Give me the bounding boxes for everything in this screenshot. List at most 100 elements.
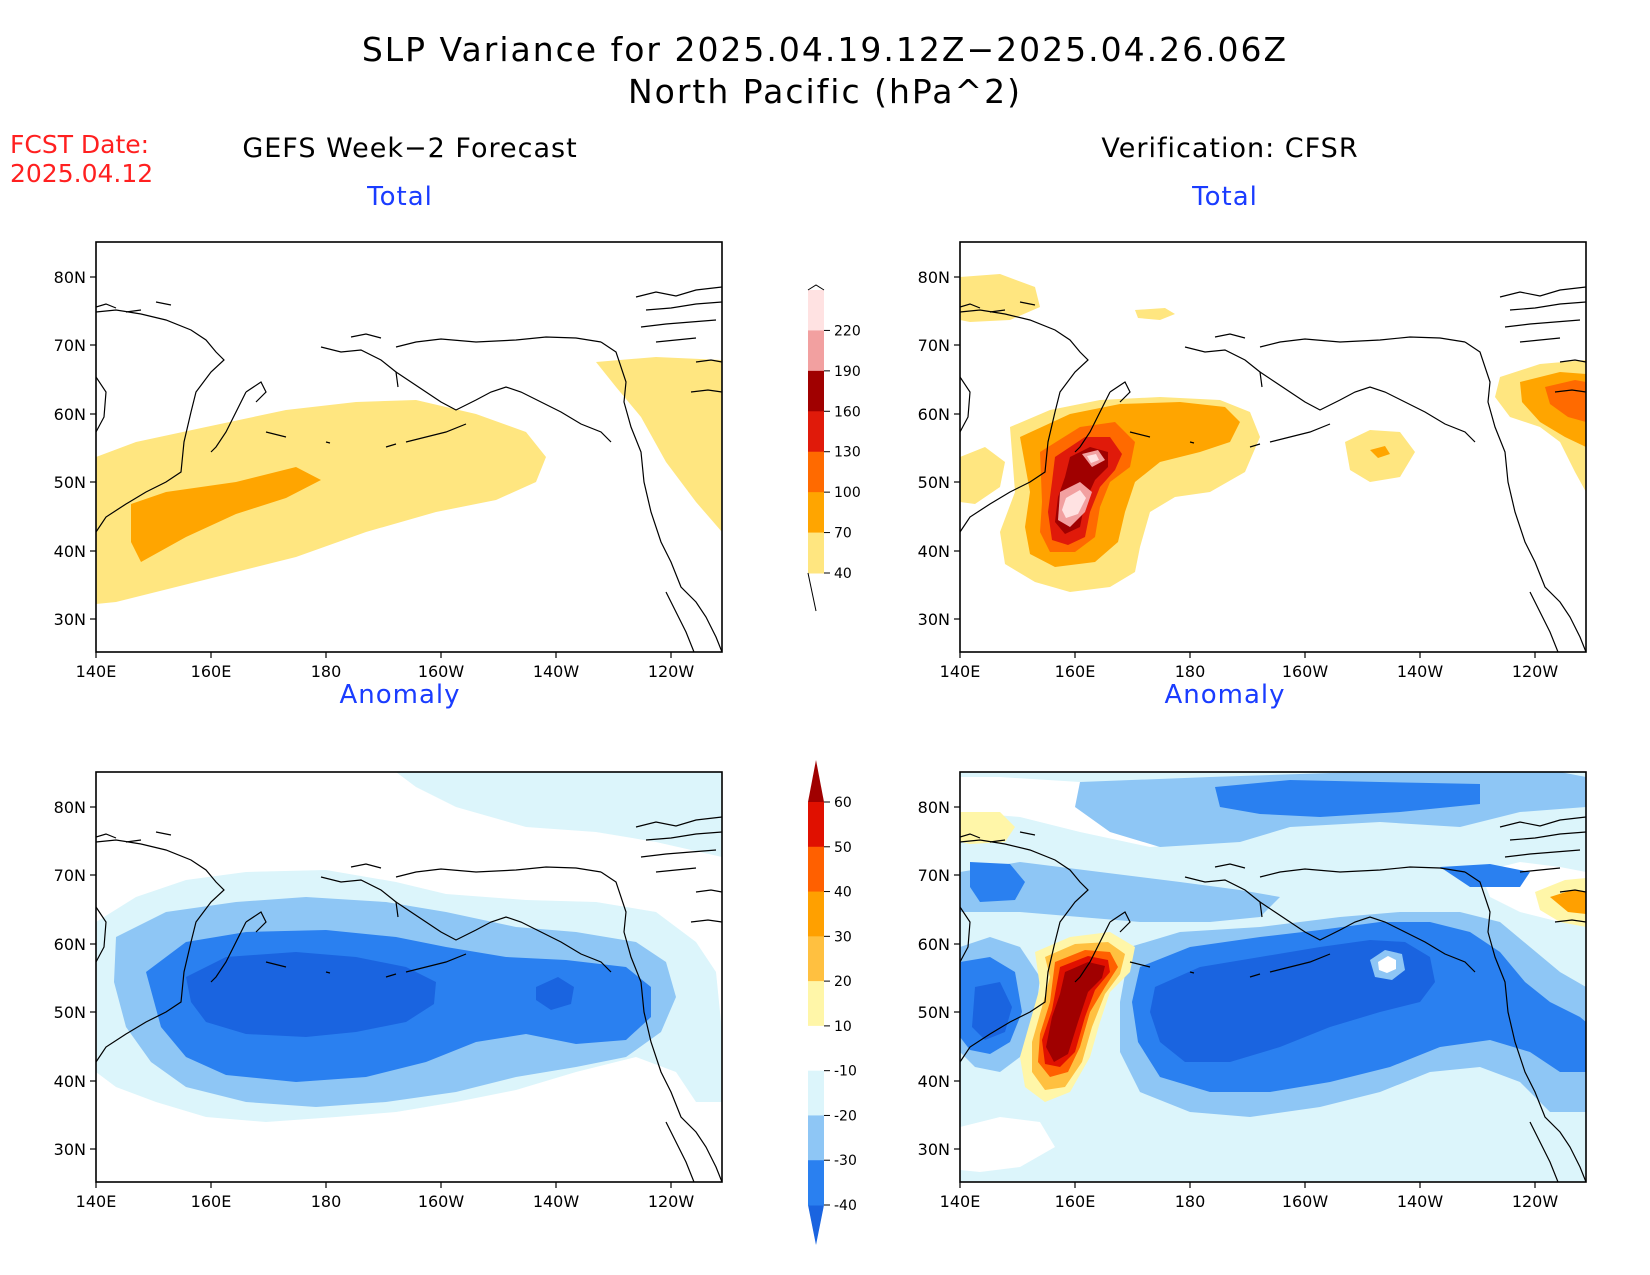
lon-label: 120W bbox=[1512, 1192, 1559, 1211]
lon-label: 180 bbox=[311, 662, 342, 681]
anomaly-colorbar-level-label: 10 bbox=[834, 1019, 852, 1035]
anomaly-colorbar-level-label: -20 bbox=[834, 1108, 857, 1124]
anomaly-colorbar-segment bbox=[808, 981, 824, 1027]
anomaly-colorbar-level-label: 20 bbox=[834, 974, 852, 990]
lon-label: 160E bbox=[191, 1192, 232, 1211]
lat-label: 80N bbox=[54, 798, 86, 817]
total-colorbar-level-label: 70 bbox=[834, 526, 852, 542]
total-colorbar-segment bbox=[808, 451, 824, 493]
lon-label: 160W bbox=[1282, 662, 1329, 681]
total-colorbar-bottom-arrow bbox=[807, 572, 817, 612]
fcst-date-label: FCST Date: bbox=[10, 130, 150, 159]
lon-label: 160E bbox=[1055, 1192, 1096, 1211]
main-title: SLP Variance for 2025.04.19.12Z−2025.04.… bbox=[361, 30, 1289, 69]
lat-label: 30N bbox=[54, 610, 86, 629]
map-panel-gefs-total bbox=[95, 241, 723, 653]
anomaly-colorbar-segment bbox=[808, 802, 824, 848]
anomaly-colorbar-level-label: 30 bbox=[834, 929, 852, 945]
lat-label: 80N bbox=[54, 268, 86, 287]
anomaly-colorbar-segment bbox=[808, 1160, 824, 1206]
lat-label: 40N bbox=[54, 542, 86, 561]
lat-label: 80N bbox=[918, 268, 950, 287]
main-subtitle: North Pacific (hPa^2) bbox=[627, 72, 1023, 111]
axes-layer: 80N 70N 60N 50N 40N 30N 140E 160E 180 160W 140W 120… bbox=[54, 268, 1559, 1211]
lat-label: 70N bbox=[918, 866, 950, 885]
lon-label: 140W bbox=[1397, 662, 1444, 681]
anomaly-colorbar-top-arrow bbox=[808, 760, 824, 802]
anomaly-colorbar-level-label: 40 bbox=[834, 885, 852, 901]
lat-label: 60N bbox=[918, 935, 950, 954]
lat-label: 60N bbox=[54, 405, 86, 424]
lon-label: 140E bbox=[76, 1192, 117, 1211]
total-colorbar-segment bbox=[808, 370, 824, 412]
anomaly-colorbar-level-label: -30 bbox=[834, 1153, 857, 1169]
lon-label: 160W bbox=[418, 662, 465, 681]
lon-label: 160E bbox=[191, 662, 232, 681]
lon-label: 140E bbox=[76, 662, 117, 681]
lat-label: 60N bbox=[54, 935, 86, 954]
right-column-heading: Verification: CFSR bbox=[1101, 133, 1359, 164]
lon-label: 140E bbox=[940, 1192, 981, 1211]
lon-label: 140W bbox=[533, 1192, 580, 1211]
lon-label: 140W bbox=[533, 662, 580, 681]
top-left-subtitle: Total bbox=[367, 182, 433, 212]
anomaly-colorbar-segment bbox=[808, 891, 824, 937]
lon-label: 180 bbox=[1175, 662, 1206, 681]
lat-label: 50N bbox=[54, 473, 86, 492]
total-colorbar-segment bbox=[808, 411, 824, 453]
total-colorbar-level-label: 160 bbox=[834, 404, 861, 420]
anomaly-colorbar-level-label: 60 bbox=[834, 795, 852, 811]
total-colorbar-level-label: 100 bbox=[834, 485, 861, 501]
lat-label: 60N bbox=[918, 405, 950, 424]
lon-label: 160W bbox=[1282, 1192, 1329, 1211]
anomaly-colorbar-level-label: -40 bbox=[834, 1198, 857, 1214]
colorbar-layer: 40 70 100 130 160 190 220 -40 -30 -20 -10 10 20 30 40 5… bbox=[807, 284, 861, 1245]
lat-label: 50N bbox=[54, 1003, 86, 1022]
total-colorbar-segment bbox=[808, 330, 824, 372]
lat-label: 50N bbox=[918, 1003, 950, 1022]
lat-label: 40N bbox=[54, 1072, 86, 1091]
lat-label: 50N bbox=[918, 473, 950, 492]
lat-label: 40N bbox=[918, 1072, 950, 1091]
lat-label: 30N bbox=[918, 1140, 950, 1159]
anomaly-colorbar-segment bbox=[808, 1025, 824, 1072]
lat-label: 30N bbox=[918, 610, 950, 629]
map-panel-cfsr-anomaly bbox=[959, 771, 1587, 1183]
total-colorbar-segment bbox=[808, 492, 824, 534]
bottom-left-subtitle: Anomaly bbox=[339, 680, 461, 710]
lat-label: 70N bbox=[54, 336, 86, 355]
lon-label: 180 bbox=[311, 1192, 342, 1211]
total-colorbar-top-arrow bbox=[807, 284, 825, 291]
anomaly-colorbar-level-label: 50 bbox=[834, 840, 852, 856]
anomaly-colorbar-segment bbox=[808, 936, 824, 982]
top-right-subtitle: Total bbox=[1192, 182, 1258, 212]
bottom-right-subtitle: Anomaly bbox=[1164, 680, 1286, 710]
total-colorbar-segment bbox=[808, 290, 824, 331]
total-colorbar-level-label: 40 bbox=[834, 566, 852, 582]
total-colorbar-level-label: 190 bbox=[834, 364, 861, 380]
lon-label: 120W bbox=[648, 662, 695, 681]
lat-label: 40N bbox=[918, 542, 950, 561]
lon-label: 140E bbox=[940, 662, 981, 681]
fcst-date-block: FCST Date: 2025.04.12 bbox=[10, 130, 153, 188]
total-colorbar-level-label: 130 bbox=[834, 445, 861, 461]
left-column-heading: GEFS Week−2 Forecast bbox=[242, 133, 578, 164]
total-colorbar-segment bbox=[808, 532, 824, 574]
anomaly-colorbar-segment bbox=[808, 1070, 824, 1116]
lon-label: 160E bbox=[1055, 662, 1096, 681]
anomaly-colorbar-segment bbox=[808, 846, 824, 893]
anomaly-colorbar-bottom-arrow bbox=[808, 1205, 824, 1245]
lon-label: 120W bbox=[648, 1192, 695, 1211]
fcst-date-value: 2025.04.12 bbox=[10, 159, 154, 188]
lon-label: 160W bbox=[418, 1192, 465, 1211]
lon-label: 140W bbox=[1397, 1192, 1444, 1211]
anomaly-colorbar-level-label: -10 bbox=[834, 1064, 857, 1080]
map-panel-gefs-anomaly bbox=[95, 771, 723, 1183]
lon-label: 120W bbox=[1512, 662, 1559, 681]
lat-label: 70N bbox=[54, 866, 86, 885]
total-colorbar-level-label: 220 bbox=[834, 323, 861, 339]
lat-label: 80N bbox=[918, 798, 950, 817]
lat-label: 70N bbox=[918, 336, 950, 355]
lon-label: 180 bbox=[1175, 1192, 1206, 1211]
